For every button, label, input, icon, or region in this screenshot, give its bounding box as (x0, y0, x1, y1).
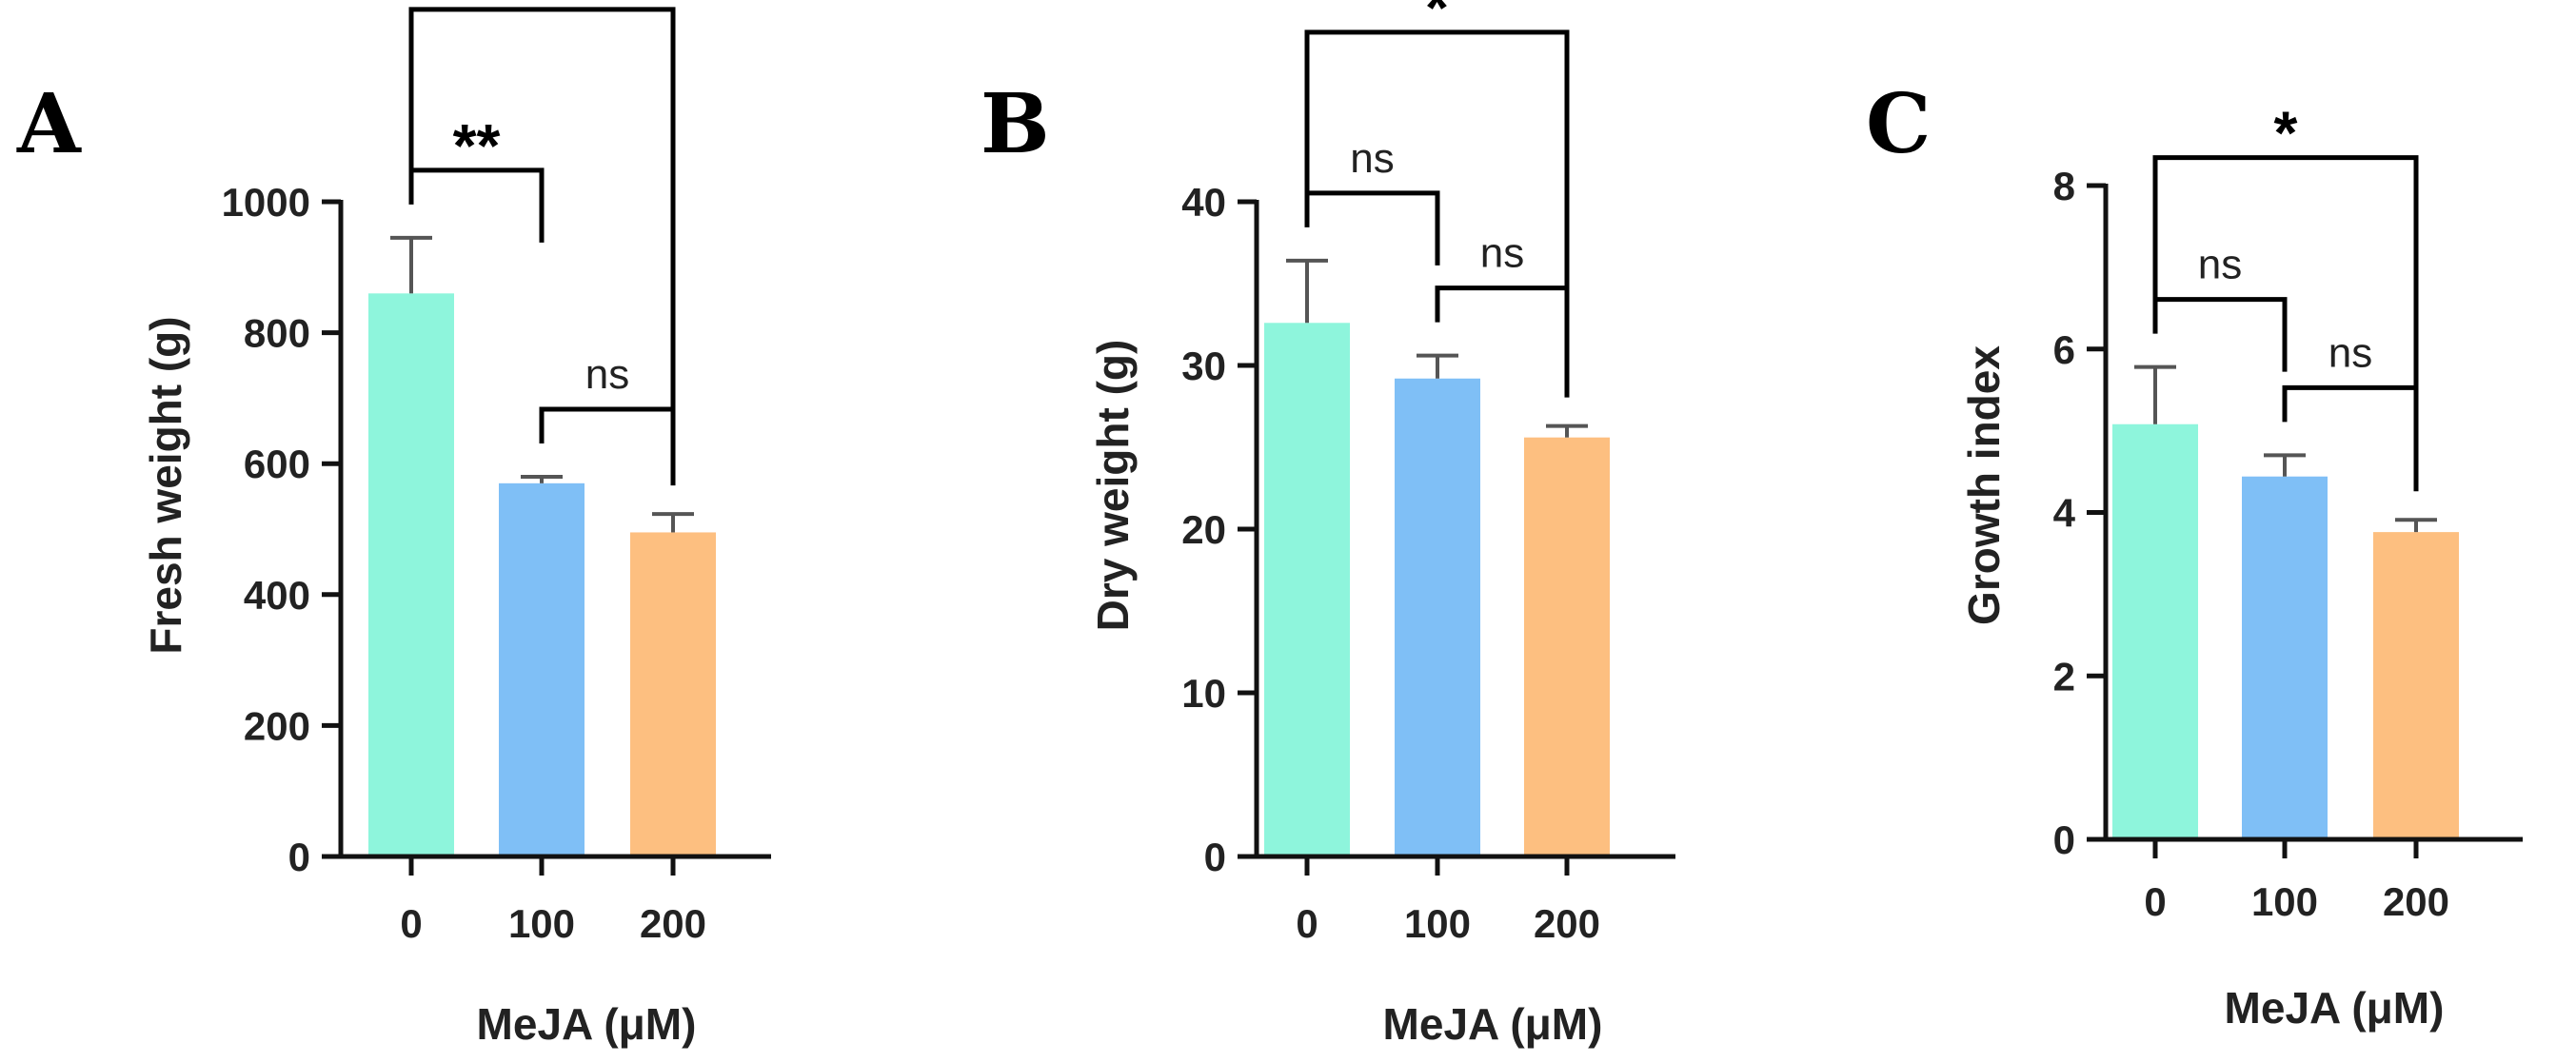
x-tick-label: 200 (2383, 879, 2449, 924)
significance-label: * (2274, 99, 2298, 167)
bar-200 (630, 532, 716, 856)
y-tick-label: 2 (2053, 654, 2075, 699)
y-axis-title: Dry weight (g) (1088, 340, 1138, 632)
panel-letter: B (981, 76, 1050, 172)
significance-label: *** (506, 0, 578, 19)
significance-bracket (539, 406, 676, 482)
y-tick-label: 600 (244, 442, 310, 486)
x-axis-title: MeJA (μM) (477, 999, 697, 1049)
significance-bracket (408, 7, 676, 486)
bar-0 (1264, 323, 1350, 856)
bar-200 (2373, 532, 2459, 839)
x-tick-label: 0 (1296, 901, 1318, 946)
bar-0 (368, 293, 454, 856)
y-axis-title: Growth index (1959, 345, 2009, 625)
significance-label: ns (2198, 242, 2242, 288)
significance-bracket (2152, 155, 2419, 492)
x-tick-label: 200 (1534, 901, 1600, 946)
significance-bracket (1304, 190, 1440, 266)
chart-panel-c: C 0 2 4 6 8 0 100 200 MeJA (μM) Growth index ns ns * (1866, 76, 2523, 1033)
bar-100 (2242, 476, 2328, 839)
significance-bracket (2282, 384, 2419, 461)
bar-0 (2112, 423, 2198, 839)
y-tick-label: 0 (2053, 817, 2075, 862)
x-tick-label: 100 (1404, 901, 1471, 946)
y-tick-label: 10 (1181, 671, 1226, 716)
y-tick-label: 1000 (222, 180, 310, 225)
x-axis-title: MeJA (μM) (2225, 983, 2445, 1033)
y-tick-label: 0 (1204, 835, 1226, 879)
significance-label: ns (585, 351, 629, 398)
significance-bracket (2152, 297, 2288, 372)
y-tick-label: 8 (2053, 164, 2075, 208)
x-tick-label: 100 (2251, 879, 2318, 924)
significance-label: ns (2328, 329, 2372, 376)
y-tick-label: 0 (288, 835, 310, 879)
bar-200 (1524, 437, 1610, 856)
y-tick-label: 30 (1181, 344, 1226, 388)
panel-letter: A (16, 76, 82, 172)
y-tick-label: 20 (1181, 507, 1226, 552)
x-tick-label: 0 (2144, 879, 2166, 924)
x-tick-label: 0 (400, 901, 422, 946)
y-tick-label: 800 (244, 311, 310, 356)
significance-bracket (1435, 285, 1570, 361)
chart-panel-a: A 0 200 400 600 800 1000 0 100 200 MeJA (μM) Fresh … (16, 0, 771, 1049)
x-tick-label: 100 (508, 901, 575, 946)
panel-letter: C (1866, 76, 1931, 172)
y-tick-label: 200 (244, 703, 310, 748)
significance-label: * (1425, 0, 1449, 42)
y-axis-title: Fresh weight (g) (141, 316, 190, 654)
significance-label: ns (1350, 135, 1394, 182)
significance-bracket (408, 167, 545, 243)
bar-100 (499, 482, 585, 856)
bar-100 (1395, 378, 1480, 856)
significance-label: ns (1480, 230, 1524, 277)
chart-panel-b: B 0 10 20 30 40 0 100 200 MeJA (μM) Dry weight (g)… (981, 0, 1675, 1049)
x-tick-label: 200 (640, 901, 706, 946)
x-axis-title: MeJA (μM) (1383, 999, 1603, 1049)
y-tick-label: 40 (1181, 180, 1226, 225)
y-tick-label: 400 (244, 573, 310, 618)
significance-bracket (1304, 30, 1570, 398)
significance-label: ** (453, 111, 501, 180)
y-tick-label: 6 (2053, 327, 2075, 372)
y-tick-label: 4 (2053, 491, 2076, 536)
